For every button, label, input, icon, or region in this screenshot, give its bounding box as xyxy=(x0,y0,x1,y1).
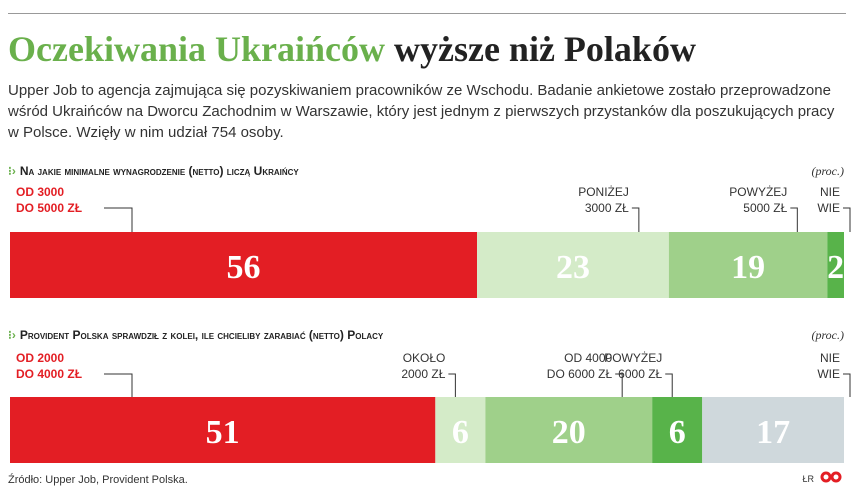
chart2-bar-segment xyxy=(435,397,486,463)
chart2-value-label: 20 xyxy=(552,414,586,451)
chart2-category-label: NIE xyxy=(820,351,840,365)
section-marker-icon: ⁝› xyxy=(8,164,16,178)
chart1-title: ⁝› Na jakie minimalne wynagrodzenie (nett… xyxy=(8,164,299,178)
chart1-title-text: Na jakie minimalne wynagrodzenie (netto)… xyxy=(19,164,299,178)
chart2-category-label: 6000 ZŁ xyxy=(618,367,662,381)
chart2-category-label: DO 4000 ZŁ xyxy=(16,367,82,381)
section-marker-icon: ⁝› xyxy=(8,328,16,342)
chart2-bar-segment xyxy=(10,397,436,463)
chart1-leader-line xyxy=(843,207,851,232)
chart1-category-label: NIE xyxy=(820,185,840,199)
top-rule xyxy=(8,13,846,14)
chart1-bar-segment xyxy=(668,232,828,298)
chart1-category-label: PONIŻEJ xyxy=(578,185,629,199)
publisher-logo-icon xyxy=(820,471,842,483)
chart1-bar-segment xyxy=(10,232,478,298)
chart2-leader-line xyxy=(448,373,456,397)
title-dark-part: wyższe niż Polaków xyxy=(393,29,696,69)
chart1-category-label: 3000 ZŁ xyxy=(585,201,629,215)
chart2-category-label: DO 6000 ZŁ xyxy=(547,367,613,381)
chart1-value-label: 23 xyxy=(556,249,590,286)
chart1-leader-line xyxy=(104,207,133,232)
chart2-title-text: Provident Polska sprawdził z kolei, ile … xyxy=(19,328,384,342)
chart1-bar-segment xyxy=(827,232,844,298)
chart2-leader-line xyxy=(665,373,673,397)
chart2-category-label: OD 2000 xyxy=(16,351,64,365)
page-title: Oczekiwania Ukraińców wyższe niż Polaków xyxy=(8,28,696,70)
chart2-category-label: 2000 ZŁ xyxy=(401,367,445,381)
chart1-leader-line xyxy=(790,207,798,232)
chart1-unit: (proc.) xyxy=(811,164,844,178)
chart2-title: ⁝› Provident Polska sprawdził z kolei, il… xyxy=(8,328,383,342)
chart1-value-label: 56 xyxy=(227,249,261,286)
chart2-leader-line xyxy=(104,373,133,397)
chart2-bar-segment xyxy=(702,397,844,463)
chart2-bar-segment xyxy=(485,397,653,463)
chart2-category-label: OKOŁO xyxy=(403,351,446,365)
source-note: Źródło: Upper Job, Provident Polska. xyxy=(8,474,188,486)
chart2-value-label: 6 xyxy=(452,414,469,451)
chart1-value-label: 2 xyxy=(827,249,844,286)
chart2-value-label: 17 xyxy=(756,414,790,451)
chart2-leader-line xyxy=(615,373,623,397)
chart2-value-label: 6 xyxy=(669,414,686,451)
chart1-category-label: WIE xyxy=(817,201,840,215)
chart2-unit: (proc.) xyxy=(811,328,844,342)
author-credit: ŁR xyxy=(802,474,814,484)
chart2-leader-line xyxy=(843,373,851,397)
chart1-bar-segment xyxy=(477,232,669,298)
chart2-value-label: 51 xyxy=(206,414,240,451)
chart1-category-label: OD 3000 xyxy=(16,185,64,199)
chart1-category-label: DO 5000 ZŁ xyxy=(16,201,82,215)
chart1-leader-line xyxy=(631,207,640,232)
title-green-part: Oczekiwania Ukraińców xyxy=(8,29,385,69)
chart2-category-label: WIE xyxy=(817,367,840,381)
chart2-category-label: POWYŻEJ xyxy=(604,351,662,365)
chart1-value-label: 19 xyxy=(731,249,765,286)
chart1-category-label: 5000 ZŁ xyxy=(743,201,787,215)
intro-text: Upper Job to agencja zajmująca się pozys… xyxy=(8,82,835,141)
chart2-bar-segment xyxy=(652,397,703,463)
chart2-category-label: OD 4000 xyxy=(564,351,612,365)
chart1-category-label: POWYŻEJ xyxy=(729,185,787,199)
